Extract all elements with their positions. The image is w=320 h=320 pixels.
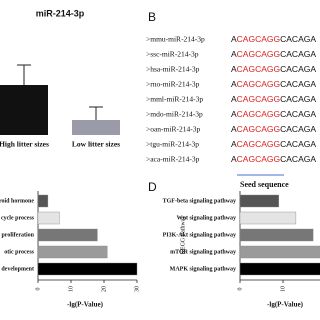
sequence: ACAGCAGGCACAGA bbox=[231, 79, 316, 89]
bar bbox=[239, 211, 297, 225]
bar bbox=[37, 262, 138, 276]
sequence: ACAGCAGGCACAGA bbox=[231, 139, 316, 149]
seed: CAGCAGG bbox=[237, 34, 280, 44]
sequence: ACAGCAGGCACAGA bbox=[231, 94, 316, 104]
sequence-name: >mmu-miR-214-3p bbox=[146, 35, 205, 44]
y-tick-label: mTOR signaling pathway bbox=[170, 249, 236, 255]
sequence-name: >hsa-miR-214-3p bbox=[146, 65, 200, 74]
seed: CAGCAGG bbox=[237, 124, 280, 134]
sequence-suffix: CACAGA bbox=[280, 139, 316, 149]
x-tick-label: High litter sizes bbox=[0, 140, 49, 149]
x-axis-label: -lg(P-Value) bbox=[267, 301, 304, 309]
bar bbox=[37, 194, 49, 208]
bar bbox=[239, 262, 320, 276]
y-axis-label: KEGG Pathway bbox=[180, 216, 186, 255]
sequence-name: >mml-miR-214-3p bbox=[146, 95, 203, 104]
y-tick-label: TGF-beta signaling pathway bbox=[163, 198, 236, 204]
sequence-suffix: CACAGA bbox=[280, 124, 316, 134]
panel-letter: B bbox=[148, 10, 156, 24]
sequence: ACAGCAGGCACAGA bbox=[231, 34, 316, 44]
sequence-name: >ssc-miR-214-3p bbox=[146, 50, 199, 59]
sequence: ACAGCAGGCACAGA bbox=[231, 64, 316, 74]
sequence: ACAGCAGGCACAGA bbox=[231, 49, 316, 59]
y-tick-label: MAPK signaling pathway bbox=[170, 266, 236, 272]
bar bbox=[37, 211, 60, 225]
x-tick-label: Low litter sizes bbox=[72, 140, 120, 149]
sequence-prefix: A bbox=[231, 79, 237, 89]
y-tick-label: otic process bbox=[4, 249, 34, 255]
y-tick-label: roid hormone bbox=[0, 198, 34, 204]
y-tick-label: cycle process bbox=[1, 215, 35, 221]
sequence-suffix: CACAGA bbox=[280, 79, 316, 89]
sequence-suffix: CACAGA bbox=[280, 154, 316, 164]
seed-label: Seed sequence bbox=[240, 180, 289, 189]
bar bbox=[239, 245, 320, 259]
y-tick-label: PI3K-Akt signaling pathway bbox=[163, 232, 236, 238]
sequence: ACAGCAGGCACAGA bbox=[231, 109, 316, 119]
bar bbox=[37, 228, 98, 242]
bar bbox=[0, 85, 48, 135]
sequence-name: >tgu-miR-214-3p bbox=[146, 140, 199, 149]
y-tick-label: proliferation bbox=[1, 232, 34, 238]
x-tick-label: 20 bbox=[101, 286, 107, 292]
x-tick-label: 10 bbox=[68, 286, 74, 292]
sequence: ACAGCAGGCACAGA bbox=[231, 154, 316, 164]
sequence-name: >rno-miR-214-3p bbox=[146, 80, 200, 89]
sequence-prefix: A bbox=[231, 154, 237, 164]
bar bbox=[72, 120, 120, 135]
sequence-prefix: A bbox=[231, 49, 237, 59]
sequence-suffix: CACAGA bbox=[280, 64, 316, 74]
sequence-suffix: CACAGA bbox=[280, 49, 316, 59]
bar bbox=[239, 228, 314, 242]
y-tick-label: Wnt signaling pathway bbox=[177, 215, 236, 221]
x-tick-label: 0 bbox=[35, 288, 41, 291]
x-axis-label: -lg(P-Value) bbox=[67, 301, 104, 309]
sequence-prefix: A bbox=[231, 124, 237, 134]
x-tick-label: 30 bbox=[134, 286, 140, 292]
panel-letter: D bbox=[148, 180, 157, 194]
sequence-prefix: A bbox=[231, 94, 237, 104]
seed: CAGCAGG bbox=[237, 94, 280, 104]
sequence: ACAGCAGGCACAGA bbox=[231, 124, 316, 134]
sequence-suffix: CACAGA bbox=[280, 94, 316, 104]
sequence-prefix: A bbox=[231, 64, 237, 74]
seed: CAGCAGG bbox=[237, 139, 280, 149]
sequence-prefix: A bbox=[231, 139, 237, 149]
sequence-name: >oan-miR-214-3p bbox=[146, 125, 200, 134]
bar bbox=[239, 194, 279, 208]
x-tick-label: 10 bbox=[280, 286, 286, 292]
seed: CAGCAGG bbox=[237, 49, 280, 59]
sequence-prefix: A bbox=[231, 109, 237, 119]
seed: CAGCAGG bbox=[237, 109, 280, 119]
seed: CAGCAGG bbox=[237, 154, 280, 164]
chart-title: miR-214-3p bbox=[36, 8, 85, 18]
bar bbox=[37, 245, 108, 259]
x-tick-label: 0 bbox=[237, 288, 243, 291]
sequence-suffix: CACAGA bbox=[280, 109, 316, 119]
seed: CAGCAGG bbox=[237, 64, 280, 74]
seed: CAGCAGG bbox=[237, 79, 280, 89]
sequence-prefix: A bbox=[231, 34, 237, 44]
sequence-name: >mdo-miR-214-3p bbox=[146, 110, 203, 119]
sequence-name: >aca-miR-214-3p bbox=[146, 155, 200, 164]
sequence-suffix: CACAGA bbox=[280, 34, 316, 44]
y-tick-label: development bbox=[1, 266, 34, 272]
